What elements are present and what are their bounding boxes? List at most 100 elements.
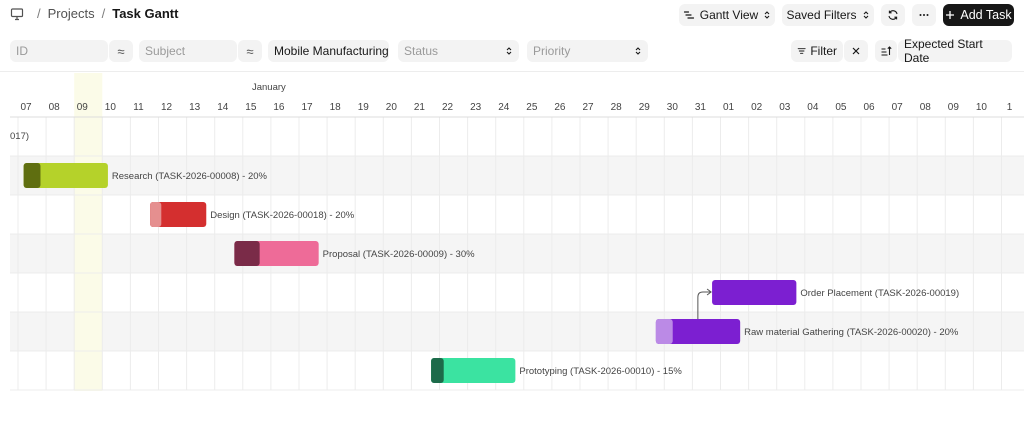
day-label: 09 [77, 102, 89, 113]
gantt-canvas: January 07 08 09 10 11 12 13 14 15 16 17 18 19 20 21 22 2… [10, 73, 1024, 391]
subject-filter-placeholder: Subject [145, 44, 186, 58]
add-task-button[interactable]: Add Task [943, 4, 1014, 26]
day-label: 22 [442, 102, 454, 113]
id-operator-button[interactable]: ≈ [109, 40, 133, 62]
close-icon [852, 47, 860, 55]
task-bar[interactable] [431, 358, 516, 383]
project-filter-field[interactable]: Mobile Manufacturing [268, 40, 389, 62]
id-filter-input[interactable]: ID [10, 40, 108, 62]
select-chevron-icon [764, 11, 770, 19]
day-label: 29 [639, 102, 651, 113]
task-label: Proposal (TASK-2026-00009) - 30% [323, 249, 475, 260]
page-title: Task Gantt [112, 6, 179, 21]
sort-field-button[interactable]: Expected Start Date [898, 37, 1012, 65]
task-progress [23, 163, 41, 188]
day-label: 30 [667, 102, 679, 113]
day-label: 1 [1007, 102, 1013, 113]
day-label: 14 [217, 102, 229, 113]
gantt-chart: January 07 08 09 10 11 12 13 14 15 16 17 18 19 20 21 22 2… [10, 73, 1024, 391]
gantt-view-icon [683, 11, 694, 19]
approx-equal-icon: ≈ [117, 43, 125, 59]
filter-bar: ID ≈ Subject ≈ Mobile Manufacturing Stat… [0, 30, 1024, 72]
day-label: 18 [330, 102, 342, 113]
day-label: 12 [161, 102, 173, 113]
day-label: 27 [582, 102, 594, 113]
subject-filter-input[interactable]: Subject [139, 40, 237, 62]
filter-button-label: Filter [810, 44, 837, 58]
task-bar[interactable] [655, 319, 741, 344]
project-filter-value: Mobile Manufacturing [274, 44, 389, 58]
top-bar: / Projects / Task Gantt Gantt View Saved… [0, 0, 1024, 30]
day-label: 21 [414, 102, 426, 113]
status-filter-select[interactable]: Status [398, 40, 519, 62]
task-bar[interactable] [150, 202, 207, 227]
more-options-button[interactable] [912, 4, 936, 26]
breadcrumb-separator: / [101, 6, 106, 21]
gantt-row-background [10, 234, 1024, 273]
sort-field-label: Expected Start Date [904, 37, 983, 65]
task-label: Raw material Gathering (TASK-2026-00020)… [744, 327, 959, 338]
day-label: 23 [470, 102, 482, 113]
day-label: 07 [892, 102, 904, 113]
gantt-row-background [10, 156, 1024, 195]
day-label: 09 [948, 102, 960, 113]
day-label: 01 [723, 102, 735, 113]
refresh-button[interactable] [881, 4, 905, 26]
filter-lines-icon [797, 48, 806, 54]
month-label: January [252, 82, 286, 93]
day-label: 25 [526, 102, 538, 113]
day-label: 06 [863, 102, 875, 113]
day-label: 03 [779, 102, 791, 113]
day-label: 08 [49, 102, 61, 113]
approx-equal-icon: ≈ [246, 43, 254, 59]
breadcrumb-separator: / [37, 6, 41, 21]
view-switcher[interactable]: Gantt View [679, 4, 775, 26]
day-label: 02 [751, 102, 763, 113]
saved-filters-label: Saved Filters [786, 8, 857, 22]
task-progress [150, 202, 162, 227]
today-highlight [74, 73, 103, 391]
day-label: 10 [976, 102, 988, 113]
subject-operator-button[interactable]: ≈ [238, 40, 262, 62]
day-label: 13 [189, 102, 201, 113]
refresh-icon [888, 10, 898, 20]
day-label: 07 [20, 102, 32, 113]
task-bar[interactable] [23, 163, 108, 188]
clear-filter-button[interactable] [844, 40, 868, 62]
desktop-icon[interactable] [10, 7, 24, 21]
id-filter-placeholder: ID [16, 44, 28, 58]
add-task-label: Add Task [960, 8, 1012, 22]
day-label: 05 [835, 102, 847, 113]
day-label: 28 [611, 102, 623, 113]
more-horizontal-icon [919, 14, 929, 16]
day-label: 20 [386, 102, 398, 113]
task-label: Design (TASK-2026-00018) - 20% [210, 210, 355, 221]
priority-filter-placeholder: Priority [533, 44, 571, 58]
task-progress [655, 319, 673, 344]
task-label: Prototyping (TASK-2026-00010) - 15% [519, 366, 682, 377]
breadcrumb: / Projects / Task Gantt [10, 6, 178, 21]
task-label: Research (TASK-2026-00008) - 20% [112, 171, 268, 182]
task-bar[interactable] [712, 280, 797, 305]
day-label: 10 [105, 102, 117, 113]
group-label: 017) [10, 131, 29, 142]
day-label: 24 [498, 102, 510, 113]
task-progress [234, 241, 260, 266]
breadcrumb-projects[interactable]: Projects [47, 6, 95, 21]
gantt-row-background [10, 312, 1024, 351]
select-chevron-icon [863, 11, 868, 19]
day-label: 17 [301, 102, 313, 113]
day-label: 16 [273, 102, 285, 113]
task-progress [431, 358, 444, 383]
day-label: 31 [695, 102, 707, 113]
day-label: 15 [245, 102, 257, 113]
saved-filters-button[interactable]: Saved Filters [782, 4, 874, 26]
sort-ascending-icon [881, 46, 892, 56]
plus-icon [946, 11, 955, 19]
day-label: 26 [554, 102, 566, 113]
sort-direction-button[interactable] [875, 40, 897, 62]
filter-button[interactable]: Filter [791, 40, 843, 62]
priority-filter-select[interactable]: Priority [527, 40, 648, 62]
dependency-arrow [697, 291, 712, 319]
dependency-arrowhead [706, 288, 712, 296]
